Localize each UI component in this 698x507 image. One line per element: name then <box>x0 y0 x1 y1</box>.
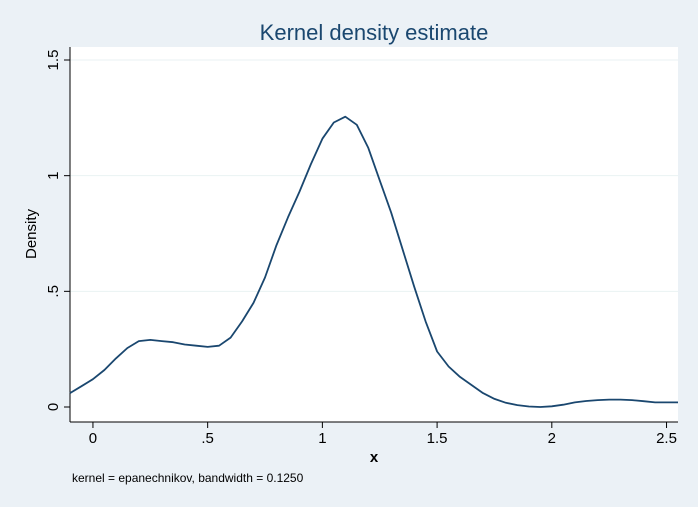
y-axis-ticks: 0 .5 1 1.5 <box>45 50 70 411</box>
y-tick-label: 1 <box>45 171 62 179</box>
plot-area <box>70 47 678 422</box>
x-axis-ticks: 0 .5 1 1.5 2 2.5 <box>89 422 677 447</box>
x-tick-label: 2 <box>548 430 556 447</box>
x-tick-label: 1.5 <box>427 430 448 447</box>
y-tick-label: 0 <box>45 403 62 411</box>
gridlines <box>70 59 678 292</box>
x-tick-label: .5 <box>201 430 214 447</box>
x-tick-label: 2.5 <box>656 430 677 447</box>
x-axis-label: x <box>370 449 379 466</box>
chart-title: Kernel density estimate <box>260 20 489 45</box>
y-tick-label: .5 <box>45 285 62 298</box>
y-axis-label: Density <box>23 208 40 259</box>
x-tick-label: 1 <box>318 430 326 447</box>
x-tick-label: 0 <box>89 430 97 447</box>
density-line <box>69 115 678 408</box>
kernel-note: kernel = epanechnikov, bandwidth = 0.125… <box>72 471 304 485</box>
y-tick-label: 1.5 <box>45 50 62 71</box>
